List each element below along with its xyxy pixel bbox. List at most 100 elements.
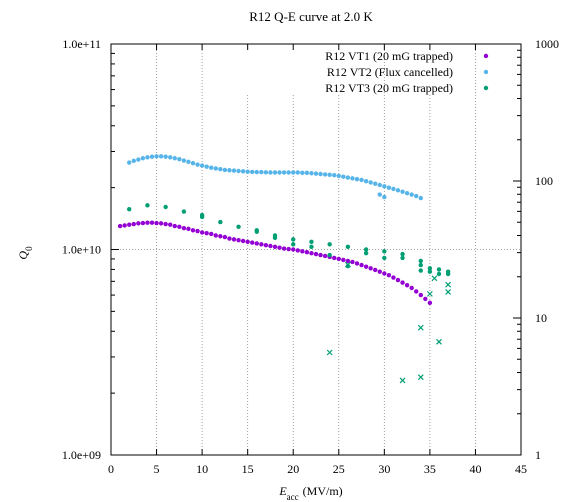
data-point <box>268 170 273 175</box>
data-point <box>158 221 164 226</box>
data-point <box>295 170 300 175</box>
data-point <box>322 172 328 177</box>
legend-label: R12 VT3 (20 mG trapped) <box>325 81 453 95</box>
data-point-cross <box>417 374 424 381</box>
data-point <box>409 285 414 291</box>
data-point <box>427 300 433 306</box>
data-point <box>181 209 187 214</box>
y-tick-label: 1.0e+09 <box>62 448 101 462</box>
data-point <box>272 170 278 175</box>
data-point <box>386 185 392 190</box>
data-point <box>136 157 141 162</box>
data-point <box>149 220 155 225</box>
data-point <box>145 203 150 208</box>
data-point <box>127 160 132 165</box>
legend-marker <box>483 53 489 59</box>
data-point <box>414 193 419 199</box>
data-point <box>140 156 146 161</box>
data-point <box>204 164 209 169</box>
data-point <box>363 264 369 269</box>
data-point <box>222 234 228 240</box>
data-point <box>190 160 196 166</box>
data-point <box>423 296 428 302</box>
data-point <box>295 248 300 253</box>
data-point <box>250 169 255 175</box>
data-point <box>373 181 378 186</box>
data-point <box>163 154 168 159</box>
data-point <box>209 165 214 170</box>
data-point <box>382 271 387 276</box>
data-point <box>327 252 332 258</box>
data-point <box>199 214 205 220</box>
data-point <box>400 189 405 194</box>
data-point <box>236 168 241 174</box>
grid <box>111 44 521 455</box>
x-tick-label: 40 <box>469 462 481 476</box>
data-point <box>309 239 314 245</box>
y2-tick-label: 1000 <box>535 37 559 51</box>
x-tick-label: 45 <box>515 462 527 476</box>
y2-axis: 1 10 100 1000 <box>513 37 559 462</box>
x-tick-label: 20 <box>287 462 299 476</box>
data-point <box>382 184 387 189</box>
data-point <box>436 271 442 277</box>
data-point <box>300 249 305 254</box>
data-point <box>158 154 164 159</box>
data-point <box>218 234 223 239</box>
data-point <box>177 224 182 229</box>
data-point <box>377 269 382 274</box>
data-point <box>154 154 159 159</box>
data-point <box>245 239 250 245</box>
data-point <box>418 292 423 298</box>
data-point <box>286 246 291 252</box>
y-tick-label: 1.0e+11 <box>62 37 101 51</box>
x-tick-label: 5 <box>154 462 160 476</box>
data-point <box>227 236 232 241</box>
data-point <box>127 222 132 227</box>
data-point <box>281 246 287 251</box>
data-point <box>336 173 341 179</box>
data-point <box>318 252 323 258</box>
data-point-cross <box>399 377 406 384</box>
data-point <box>272 235 278 241</box>
data-point <box>291 170 296 175</box>
data-point <box>218 219 223 225</box>
data-point <box>195 228 200 234</box>
data-point <box>313 171 319 176</box>
data-point-cross <box>326 349 333 356</box>
x-tick-label: 30 <box>378 462 390 476</box>
x-tick-label: 0 <box>108 462 114 476</box>
data-point-cross <box>426 290 433 297</box>
data-point <box>409 192 414 197</box>
legend-marker <box>483 85 489 91</box>
data-point <box>163 221 168 227</box>
data-point-cross <box>417 324 424 331</box>
series-3 <box>127 203 451 277</box>
data-point <box>245 169 250 174</box>
data-point <box>231 237 237 242</box>
data-point <box>341 174 346 179</box>
data-point <box>231 168 237 173</box>
data-point <box>404 190 410 196</box>
data-point <box>154 220 159 226</box>
data-point <box>436 267 442 272</box>
data-point <box>263 170 269 175</box>
y-tick-label: 1.0e+10 <box>62 243 101 257</box>
data-point <box>181 225 187 231</box>
data-point <box>382 194 387 200</box>
data-point <box>218 166 223 172</box>
x-tick-label: 35 <box>424 462 436 476</box>
data-point <box>190 228 196 233</box>
data-point <box>304 170 310 176</box>
data-point <box>163 204 168 210</box>
data-point <box>254 169 259 175</box>
data-point <box>172 156 177 161</box>
data-point <box>400 251 405 257</box>
data-point <box>359 262 364 268</box>
data-point-cross <box>445 281 452 288</box>
data-point <box>309 250 314 256</box>
y-axis: 1.0e+09 1.0e+10 1.0e+11 <box>62 37 119 462</box>
data-point <box>418 262 423 268</box>
data-point <box>377 182 382 188</box>
